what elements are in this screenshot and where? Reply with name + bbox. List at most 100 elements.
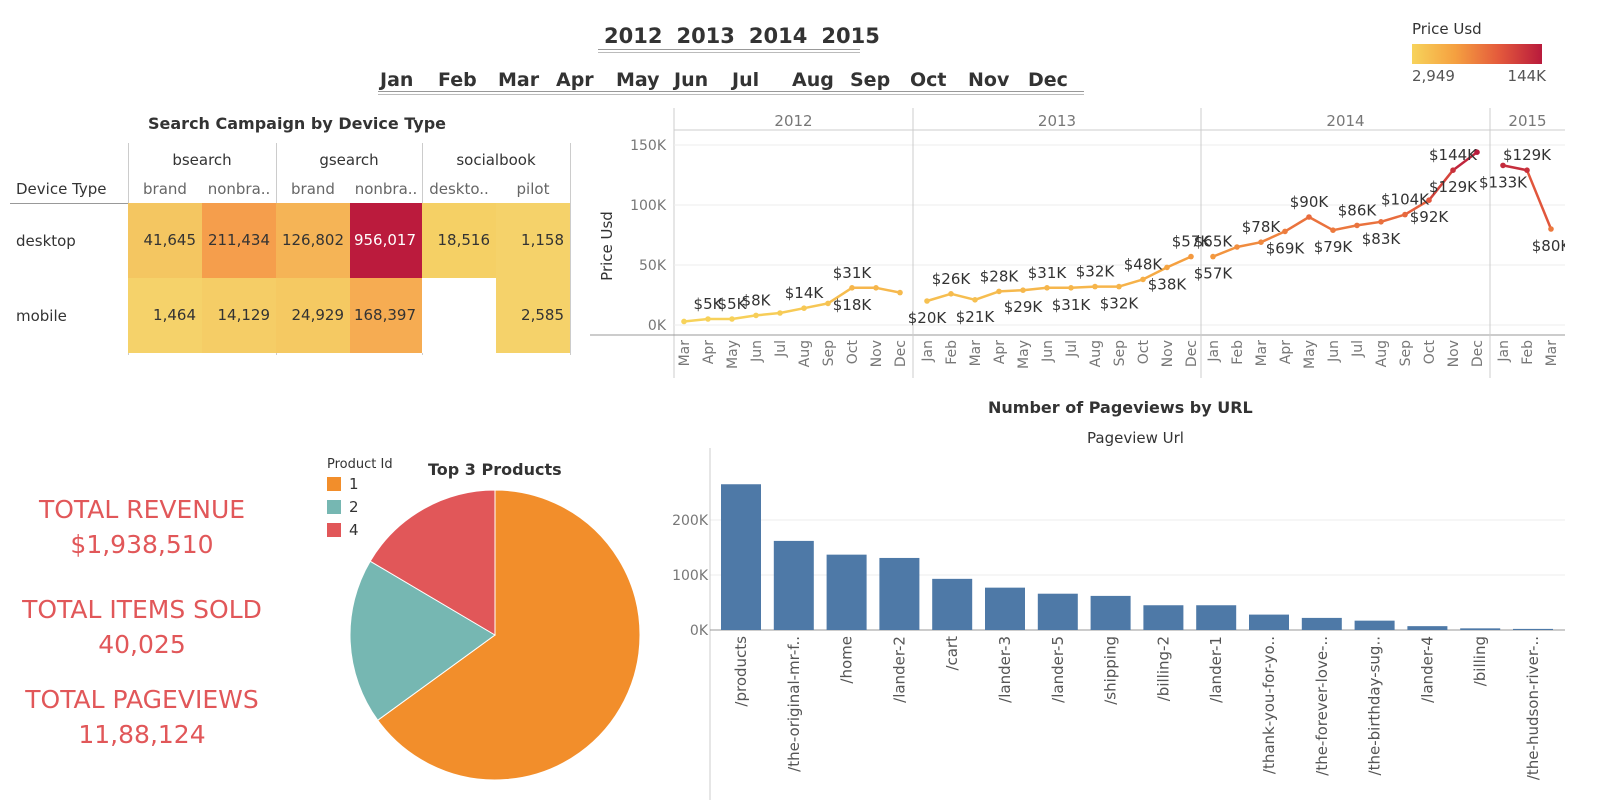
series-point [873,285,879,291]
series-point [1092,283,1098,290]
bar [826,554,867,630]
data-label: $65K [1194,233,1234,251]
x-tick-label: Mar [1544,340,1560,367]
series-line-segment [998,288,1024,293]
series-point [1068,285,1074,291]
price-legend-scale: 2,949 144K [1412,67,1546,85]
month-filter-item[interactable]: Mar [498,69,540,91]
month-filter-item[interactable]: Feb [438,69,477,91]
bar [1196,605,1237,630]
x-tick-label: Oct [1136,340,1152,365]
y-tick-label: 100K [672,568,709,584]
series-line-segment [731,314,757,321]
pie-legend-label: 2 [349,497,359,516]
series-line-segment [974,290,1000,301]
price-legend: Price Usd 2,949 144K [1412,20,1562,85]
month-filter-item[interactable]: Nov [968,69,1010,91]
heatmap-column-header: brand [143,180,187,198]
x-tick-label: /billing-2 [1154,636,1172,701]
heatmap-row-label: mobile [16,307,67,325]
x-tick-label: /the-hudson-river-.. [1524,636,1542,780]
data-label: $57K [1172,233,1212,251]
price-legend-min: 2,949 [1412,67,1455,85]
year-filter-item[interactable]: 2014 [748,24,808,48]
series-line-segment [683,317,709,323]
year-filter-item[interactable]: 2013 [676,24,735,48]
x-tick-label: Jan [920,340,936,363]
series-point [1500,162,1506,169]
series-line-segment [1260,230,1286,244]
data-label: $90K [1290,193,1330,211]
series-line-segment [755,311,781,317]
total-items-label: TOTAL ITEMS SOLD [22,595,262,624]
pie-legend-item[interactable]: 4 [327,518,393,541]
total-revenue-label: TOTAL REVENUE [38,495,246,524]
month-filter-item[interactable]: Sep [850,69,891,91]
data-label: $80K [1532,237,1565,255]
series-point [948,291,954,297]
series-point [924,298,930,304]
x-tick-label: Mar [677,340,693,367]
x-tick-label: /lander-2 [890,636,908,703]
series-point [825,300,831,307]
data-label: $20K [908,309,948,327]
series-point [1402,211,1408,218]
heatmap-column-header: brand [291,180,335,198]
bar [1090,595,1131,630]
month-filter-item[interactable]: May [616,69,660,91]
series-point [1258,239,1264,245]
bar [1249,614,1289,630]
data-label: $32K [1100,295,1140,313]
month-filter-item[interactable]: Jun [674,69,709,91]
series-line-segment [875,286,901,294]
pie-legend-item[interactable]: 2 [327,495,393,518]
x-tick-label: Sep [1112,340,1128,367]
heatmap-title: Search Campaign by Device Type [148,114,447,133]
x-tick-label: Apr [701,340,717,364]
bar [879,557,920,630]
heatmap-cell: 126,802 [276,203,350,278]
total-pageviews-value: 11,88,124 [78,720,206,749]
top-products-pie [349,489,641,781]
month-filter-item[interactable]: Dec [1028,69,1068,91]
x-tick-label: May [725,340,741,369]
price-legend-max: 144K [1507,67,1546,85]
series-line-segment [1166,255,1192,269]
heatmap-column-header: pilot [516,180,550,198]
pie-legend: Product Id 1 2 4 [327,457,393,541]
series-point [1234,244,1240,250]
data-label: $21K [956,308,996,326]
heatmap-cell: 956,017 [350,203,422,278]
year-filter-item[interactable]: 2012 [604,24,663,48]
month-filter-item[interactable]: Jan [380,69,414,91]
series-line-segment [1428,169,1454,201]
data-label: $79K [1314,238,1354,256]
bar [1513,628,1553,630]
heatmap-cell: 2,585 [496,278,570,353]
series-point [1548,226,1554,232]
month-filter-item[interactable]: Oct [910,69,947,91]
data-label: $5K [718,295,748,313]
series-point [1306,214,1312,220]
heatmap-group-header: socialbook [456,151,536,169]
pie-legend-label: 4 [349,520,359,539]
heatmap-table: bsearch gsearch socialbook Device Type b… [10,143,572,355]
bar [721,484,761,630]
heatmap-cell: 14,129 [202,278,276,353]
total-items-value: 40,025 [98,630,186,659]
series-point [897,289,903,296]
data-label: $29K [1004,298,1044,316]
year-filter-item[interactable]: 2015 [821,24,880,48]
x-tick-label: /shipping [1102,636,1120,705]
month-filter-item[interactable]: Aug [792,69,834,91]
month-filter-item[interactable]: Apr [556,69,594,91]
series-point [777,310,783,316]
x-tick-label: Dec [1470,340,1486,367]
total-revenue-value: $1,938,510 [70,530,214,559]
pie-legend-item[interactable]: 1 [327,472,393,495]
data-label: $104K [1381,191,1430,209]
series-point [1426,197,1432,203]
month-filter-item[interactable]: Jul [732,69,760,91]
series-line-segment [1404,199,1430,216]
x-tick-label: Sep [1398,340,1414,367]
